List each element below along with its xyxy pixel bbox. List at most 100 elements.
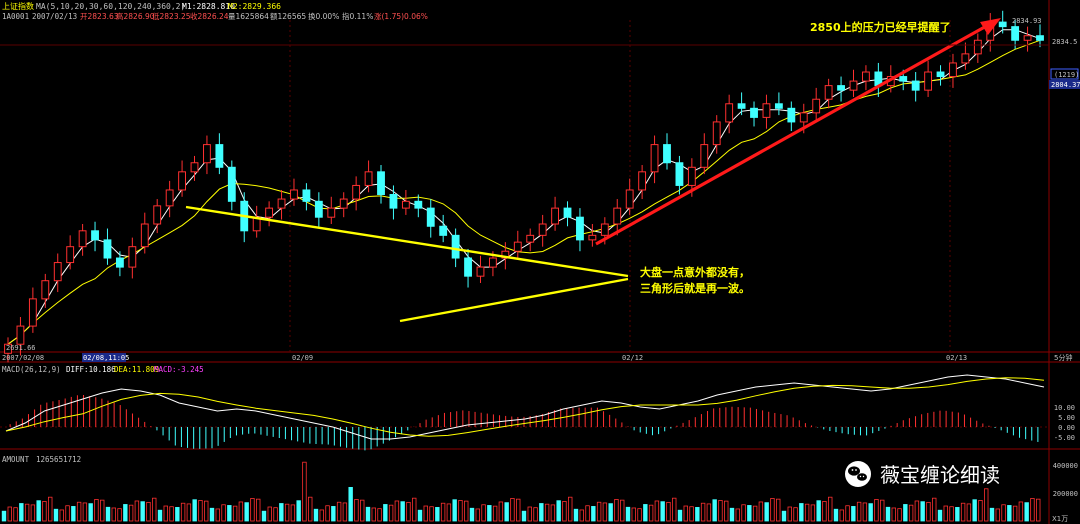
trend-arrow <box>595 18 1001 246</box>
amount-bar <box>660 501 665 522</box>
candle-body <box>551 207 560 225</box>
candle-body <box>153 205 162 225</box>
amount-tick-label: 400000 <box>1053 462 1078 470</box>
amount-bar <box>874 499 879 522</box>
candle-body <box>290 189 298 200</box>
amount-bar <box>232 505 238 522</box>
amount-bar <box>949 506 954 522</box>
amount-bar <box>845 505 850 522</box>
amount-bar <box>533 507 538 522</box>
amount-bar <box>822 500 827 522</box>
amount-bar <box>319 509 324 522</box>
amount-bar <box>464 500 469 522</box>
amount-bar <box>198 500 203 522</box>
amount-bar <box>360 499 365 522</box>
amount-unit: X1万 <box>1052 515 1068 523</box>
candle-body <box>377 171 385 196</box>
amount-bar <box>342 502 348 522</box>
candle-body <box>389 194 398 209</box>
amount-bar <box>1024 502 1029 522</box>
amount-bar <box>920 501 925 522</box>
candle-body <box>451 234 460 259</box>
quote-index-pct: 指0.11% <box>342 11 373 21</box>
candle-body <box>899 76 908 82</box>
amount-bar <box>290 504 296 522</box>
amount-bar <box>157 509 163 522</box>
amount-bar <box>972 499 977 522</box>
candle-body <box>277 198 286 209</box>
candle-body <box>1036 35 1044 41</box>
candle-body <box>66 246 75 264</box>
candle-body <box>352 184 361 200</box>
candle-body <box>750 107 758 118</box>
amount-bar <box>487 505 492 522</box>
amount-bar <box>908 504 914 522</box>
candle-body <box>215 144 224 168</box>
candle-body <box>625 189 634 209</box>
amount-bar <box>30 504 36 522</box>
amount-bar <box>856 501 862 522</box>
amount-bar <box>862 502 868 522</box>
candle-body <box>663 144 671 164</box>
index-title: 上证指数 <box>2 1 34 11</box>
amount-bar <box>885 506 891 522</box>
candle-body <box>563 207 572 218</box>
low-price-marker: 2691.66 <box>6 344 36 352</box>
candle-body <box>4 343 12 354</box>
amount-bar <box>279 503 284 522</box>
amount-bar <box>394 500 400 522</box>
amount-bar <box>608 503 613 522</box>
ma-m1: M1:2828.810 <box>182 2 235 11</box>
amount-bar <box>325 505 330 522</box>
amount-bar <box>932 497 937 522</box>
amount-bar <box>221 504 226 522</box>
candle-body <box>725 103 734 123</box>
amount-bar <box>423 505 428 522</box>
amount-bar <box>625 506 631 522</box>
macd-tick-label: 0.00 <box>1058 424 1075 432</box>
amount-bar <box>729 507 735 522</box>
candle-body <box>302 189 311 202</box>
candle-body <box>774 103 783 109</box>
annotation-mid-line2: 三角形后就是再一波。 <box>640 281 750 295</box>
amount-bar <box>435 507 440 522</box>
amount-bar <box>146 501 151 522</box>
amount-bar <box>573 508 579 522</box>
amount-bar <box>718 500 723 522</box>
amount-bar <box>163 505 168 522</box>
amount-bar <box>539 503 544 522</box>
amount-bar <box>180 502 186 522</box>
candle-body <box>28 298 37 327</box>
amount-bar <box>741 504 746 522</box>
amount-bar <box>412 497 417 522</box>
x-label-1: 02/08,11:05 <box>83 354 129 362</box>
amount-bar <box>440 502 446 522</box>
candle-body <box>339 198 348 209</box>
amount-bar <box>238 501 244 522</box>
quote-code: 1A0001 <box>2 12 29 21</box>
amount-bar <box>758 501 764 522</box>
amount-bar <box>851 506 856 522</box>
amount-bar <box>804 503 810 522</box>
amount-bar <box>585 505 590 522</box>
macd-tick-label: 10.00 <box>1054 404 1075 412</box>
x-cursor-box <box>82 353 126 362</box>
candle-body <box>165 189 174 207</box>
amount-bar <box>284 503 290 522</box>
candle-body <box>762 103 771 118</box>
watermark-text: 薇宝缠论细读 <box>880 463 1000 487</box>
axis-current-bg <box>1049 80 1080 89</box>
amount-bar <box>336 501 342 522</box>
amount-bar <box>65 505 70 522</box>
candle-body <box>364 171 373 186</box>
amount-bar <box>59 509 64 522</box>
quote-change: 涨(1.75)0.06% <box>374 11 428 21</box>
amount-bar <box>810 504 816 522</box>
amount-bar <box>544 503 550 522</box>
amount-bar <box>458 500 463 522</box>
candle-body <box>949 62 957 78</box>
amount-bar <box>256 498 261 522</box>
candle-body <box>936 71 945 78</box>
annotation-mid-line1: 大盘一点意外都没有， <box>640 265 750 279</box>
amount-bar <box>724 500 729 522</box>
